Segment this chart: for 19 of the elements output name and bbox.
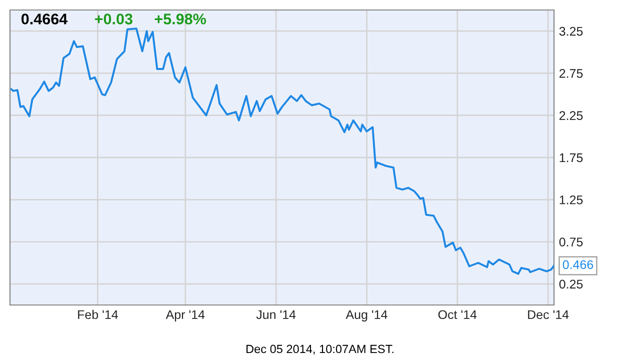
x-tick-label: Jun '14	[256, 310, 296, 320]
y-tick-label: 0.75	[559, 238, 583, 246]
y-tick-label: 3.25	[559, 26, 583, 36]
x-tick-label: Feb '14	[78, 310, 118, 320]
y-tick-label: 2.25	[559, 111, 583, 120]
annotation: +5.98%	[154, 14, 206, 24]
text: Dec 05 2014, 10:07AM EST.	[246, 344, 394, 355]
x-tick-label: Aug '14	[346, 310, 388, 322]
y-tick-label: 1.75	[560, 153, 583, 162]
y-tick-label: 1.25	[560, 195, 583, 204]
x-tick-label: Oct '14	[438, 310, 477, 320]
annotation: 0.466	[562, 260, 594, 270]
y-tick-label: 0.25	[559, 280, 583, 289]
x-tick-label: Dec '14	[528, 310, 569, 320]
line-series	[10, 28, 554, 275]
x-tick-label: Apr '14	[166, 310, 205, 322]
chart-title: 0.4664	[21, 14, 68, 24]
y-tick-label: 2.75	[559, 69, 583, 78]
annotation: +0.03	[94, 14, 132, 24]
